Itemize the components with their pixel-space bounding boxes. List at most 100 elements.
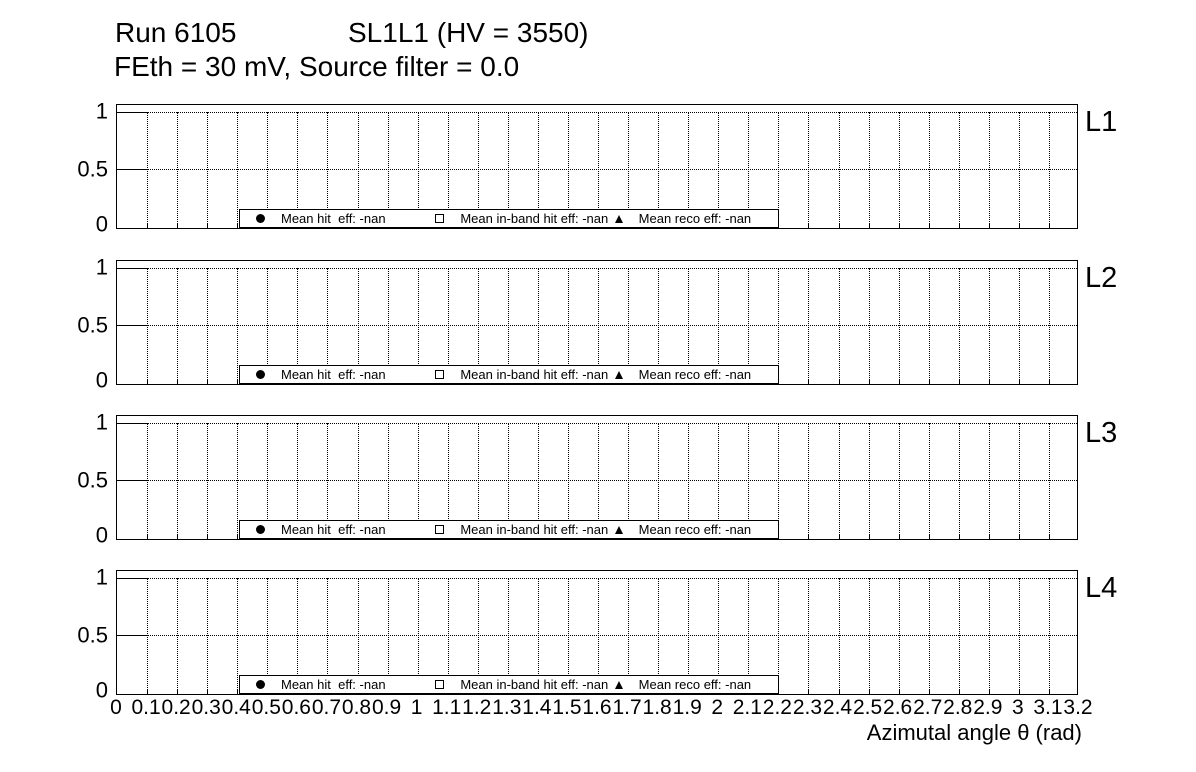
- grid-line-x: [417, 423, 419, 539]
- x-tick-mark: [207, 690, 209, 694]
- x-tick-label: 0.2: [161, 696, 191, 719]
- grid-line-x: [447, 112, 449, 228]
- grid-line-x: [928, 423, 930, 539]
- x-tick-mark: [237, 535, 239, 539]
- grid-line-x: [718, 423, 720, 539]
- plot-frame: Mean hit eff: -nan Mean in-band hit eff: …: [116, 415, 1078, 540]
- grid-line-x: [988, 268, 990, 384]
- grid-line-x: [928, 112, 930, 228]
- grid-line-x: [567, 268, 569, 384]
- legend-label: Mean reco eff: -nan: [638, 367, 752, 382]
- grid-line-x: [898, 112, 900, 228]
- open-square-icon: [435, 680, 445, 689]
- filled-triangle-icon: [614, 370, 623, 379]
- x-tick-mark: [928, 224, 930, 228]
- x-tick-mark: [1048, 380, 1050, 384]
- legend-label: Mean hit eff: -nan: [281, 522, 386, 537]
- x-tick-mark: [838, 535, 840, 539]
- grid-line-x: [207, 112, 209, 228]
- y-major-tick: [117, 423, 146, 424]
- x-tick-label: 0.7: [311, 696, 342, 719]
- x-tick-label: 1.3: [492, 696, 522, 719]
- grid-line-x: [387, 578, 389, 694]
- x-tick-label: 2: [711, 696, 724, 719]
- x-tick-mark: [988, 690, 990, 694]
- legend-entry: Mean hit eff: -nan: [240, 366, 419, 383]
- grid-line-x: [718, 112, 720, 228]
- grid-line-x: [598, 268, 599, 384]
- grid-line-x: [147, 268, 149, 384]
- grid-line-x: [748, 112, 750, 228]
- grid-line-x: [1018, 578, 1020, 694]
- grid-line-x: [748, 578, 750, 694]
- grid-line-x: [688, 423, 690, 539]
- x-tick-mark: [207, 535, 209, 539]
- grid-line-x: [598, 423, 599, 539]
- grid-line-x: [628, 268, 630, 384]
- grid-line-x: [838, 268, 840, 384]
- legend-label: Mean reco eff: -nan: [638, 522, 752, 537]
- x-tick-label: 1.7: [612, 696, 642, 719]
- chamber-title: SL1L1 (HV = 3550): [348, 17, 589, 48]
- y-major-tick: [117, 480, 146, 481]
- grid-line-x: [177, 112, 179, 228]
- x-tick-mark: [958, 690, 960, 694]
- x-tick-mark: [988, 535, 990, 539]
- x-tick-mark: [1018, 690, 1020, 694]
- grid-line-x: [207, 578, 209, 694]
- grid-line-x: [658, 112, 660, 228]
- grid-line-x: [928, 268, 930, 384]
- grid-line-x: [748, 268, 750, 384]
- grid-line-x: [898, 423, 900, 539]
- x-tick-label: 2.8: [943, 696, 973, 719]
- grid-line-x: [357, 112, 359, 228]
- grid-line-x: [838, 423, 840, 539]
- x-tick-mark: [958, 380, 960, 384]
- legend-label: Mean hit eff: -nan: [281, 211, 386, 226]
- x-tick-mark: [868, 380, 870, 384]
- panel-l3: 1 0.5 0 Mean hit eff: -nan Mean in-band h…: [0, 409, 1196, 546]
- x-tick-mark: [928, 535, 930, 539]
- legend-entry: Mean hit eff: -nan: [240, 676, 419, 693]
- x-tick-mark: [147, 224, 149, 228]
- grid-line-x: [808, 268, 810, 384]
- grid-line-x: [988, 578, 990, 694]
- legend-label: Mean hit eff: -nan: [281, 677, 386, 692]
- grid-line-x: [567, 112, 569, 228]
- x-tick-label: 0.6: [281, 696, 311, 719]
- legend-label: Mean in-band hit eff: -nan: [460, 677, 609, 692]
- grid-line-x: [237, 423, 239, 539]
- grid-line-x: [297, 112, 299, 228]
- x-tick-label: 2.9: [973, 696, 1003, 719]
- grid-line-x: [628, 578, 630, 694]
- grid-line-x: [237, 112, 239, 228]
- y-tick-label: 1: [95, 409, 108, 435]
- x-tick-label: 1.8: [642, 696, 672, 719]
- grid-line-x: [567, 578, 569, 694]
- legend-entry: Mean in-band hit eff: -nan: [419, 366, 608, 383]
- y-tick-label: 0: [95, 367, 108, 393]
- y-major-tick: [117, 112, 146, 113]
- grid-line-x: [688, 268, 690, 384]
- grid-line-y-1: [117, 112, 1077, 113]
- x-tick-label: 2.1: [732, 696, 762, 719]
- grid-line-y-0.5: [117, 480, 1077, 481]
- grid-line-x: [537, 268, 539, 384]
- grid-line-x: [327, 423, 329, 539]
- filled-circle-icon: [256, 525, 265, 534]
- grid-line-x: [147, 112, 149, 228]
- grid-line-x: [357, 268, 359, 384]
- panel-l1: 1 0.5 0 Mean hit eff: -nan Mean in-band h…: [0, 100, 1196, 235]
- grid-line-x: [507, 423, 509, 539]
- grid-line-x: [267, 268, 269, 384]
- grid-line-x: [417, 112, 419, 228]
- open-square-icon: [435, 214, 445, 223]
- legend-label: Mean reco eff: -nan: [638, 677, 752, 692]
- grid-line-x: [447, 268, 449, 384]
- grid-line-x: [417, 578, 419, 694]
- legend-entry: Mean in-band hit eff: -nan: [419, 676, 608, 693]
- y-tick-label: 1: [95, 564, 108, 590]
- grid-line-x: [808, 578, 810, 694]
- legend-label: Mean in-band hit eff: -nan: [460, 522, 609, 537]
